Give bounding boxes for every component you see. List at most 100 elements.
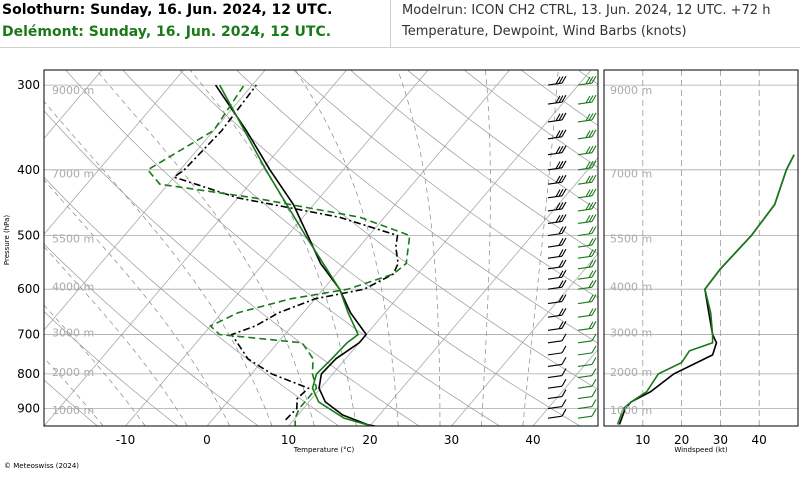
wind-barb-shaft — [577, 300, 593, 305]
wind-barb — [577, 321, 597, 331]
wind-barb-flag — [561, 174, 567, 183]
wind-barb-flag — [558, 226, 564, 235]
wind-barb — [577, 333, 597, 344]
wind-barb-flag — [561, 75, 567, 84]
wind-barb-flag — [561, 399, 567, 407]
wind-barb — [577, 226, 597, 237]
moist-adiabat — [96, 70, 315, 426]
wind-profile-series — [616, 154, 795, 425]
wind-barb-flag — [561, 279, 567, 288]
wind-barb — [577, 160, 597, 171]
wind-barb-flag — [561, 378, 567, 387]
pressure-tick-label: 800 — [17, 367, 40, 381]
temperature-tick-label: 10 — [281, 433, 296, 447]
wind-height-label: 2000 m — [610, 366, 652, 379]
wind-barb-flag — [555, 175, 561, 184]
wind-barb-shaft — [577, 152, 593, 156]
wind-barb-flag — [591, 345, 597, 354]
header-vertical-divider — [390, 0, 391, 47]
wind-barb-shaft — [547, 101, 563, 105]
wind-barb-flag — [555, 202, 561, 211]
isotherm — [696, 70, 800, 426]
wind-barb — [577, 294, 597, 305]
wind-barb-flag — [591, 112, 597, 121]
wind-barb-flag — [561, 259, 567, 268]
wind-height-label: 9000 m — [610, 84, 652, 97]
wind-barb-flag — [588, 280, 594, 288]
wind-barb-shaft — [577, 136, 593, 140]
wind-profile-grid — [604, 70, 798, 426]
delemont-dewpoint-line — [146, 84, 411, 426]
wind-barb-flag — [588, 226, 594, 235]
wind-barb-shaft — [547, 327, 563, 331]
wind-barb-shaft — [547, 374, 563, 379]
wind-barb-flag — [561, 160, 567, 169]
wind-barb-flag — [591, 368, 597, 376]
wind-barb-flag — [585, 214, 591, 223]
wind-barb-flag — [591, 226, 597, 234]
wind-barb-flag — [561, 145, 567, 153]
wind-barb-flag — [558, 129, 564, 138]
wind-barb-flag — [558, 175, 564, 183]
wind-barb-shaft — [547, 244, 563, 248]
wind-barb-flag — [588, 308, 594, 316]
wind-barb — [547, 160, 567, 171]
wind-barb-flag — [591, 201, 597, 210]
wind-barb-flag — [558, 160, 564, 169]
wind-barb — [547, 129, 567, 140]
wind-barb-flag — [591, 174, 597, 183]
pressure-tick-label: 700 — [17, 328, 40, 342]
wind-barb-shaft — [547, 415, 563, 419]
isotherm — [44, 70, 184, 235]
wind-barb — [577, 248, 597, 259]
wind-barb — [547, 389, 567, 400]
wind-barb — [547, 94, 567, 105]
plot-frames — [43, 69, 799, 427]
wind-barb — [577, 75, 597, 86]
wind-barb — [547, 188, 567, 199]
wind-barb — [547, 321, 567, 331]
windspeed-axis-title: Windspeed (kt) — [674, 446, 727, 454]
windspeed-tick-label: 10 — [635, 433, 650, 447]
wind-barb-shaft — [547, 276, 563, 280]
solothurn-dewpoint-line — [172, 84, 399, 421]
wind-barb-flag — [588, 214, 594, 223]
station-2-title: Delémont: Sunday, 16. Jun. 2024, 12 UTC. — [2, 24, 332, 40]
wind-barb-flag — [588, 129, 594, 138]
dry-adiabat — [179, 70, 598, 390]
isotherm — [532, 348, 598, 426]
wind-barb-flag — [588, 145, 594, 154]
wind-barb-flag — [588, 270, 594, 278]
wind-barb-flag — [591, 399, 597, 407]
wind-barb — [577, 94, 597, 105]
dry-adiabat — [65, 70, 500, 426]
wind-barb — [547, 145, 567, 156]
wind-barb-flag — [561, 94, 567, 103]
windspeed-tick-label: 30 — [713, 433, 728, 447]
wind-barb-shaft — [577, 195, 593, 199]
wind-barb-flag — [585, 76, 591, 85]
wind-barb — [547, 307, 567, 318]
pressure-tick-label: 500 — [17, 228, 40, 242]
wind-barb-flag — [588, 238, 594, 246]
height-label: 3000 m — [52, 326, 94, 339]
isotherm — [44, 70, 266, 331]
wind-height-label: 3000 m — [610, 326, 652, 339]
wind-barb — [577, 399, 597, 410]
pressure-tick-label: 600 — [17, 282, 40, 296]
wind-height-label: 7000 m — [610, 167, 652, 180]
temperature-tick-label: 40 — [525, 433, 540, 447]
wind-barb-flag — [585, 175, 591, 184]
wind-barb-flag — [588, 76, 594, 84]
height-label: 4000 m — [52, 281, 94, 294]
isotherm — [125, 70, 429, 426]
model-run-label: Modelrun: ICON CH2 CTRL, 13. Jun. 2024, … — [402, 3, 771, 18]
wind-barb — [547, 226, 567, 237]
wind-barb-shaft — [577, 255, 593, 259]
wind-barb-flag — [561, 112, 567, 121]
wind-barb-flag — [558, 214, 564, 223]
wind-barb-shaft — [577, 181, 593, 185]
dry-adiabat — [407, 70, 598, 211]
wind-barb-flag — [591, 389, 597, 397]
